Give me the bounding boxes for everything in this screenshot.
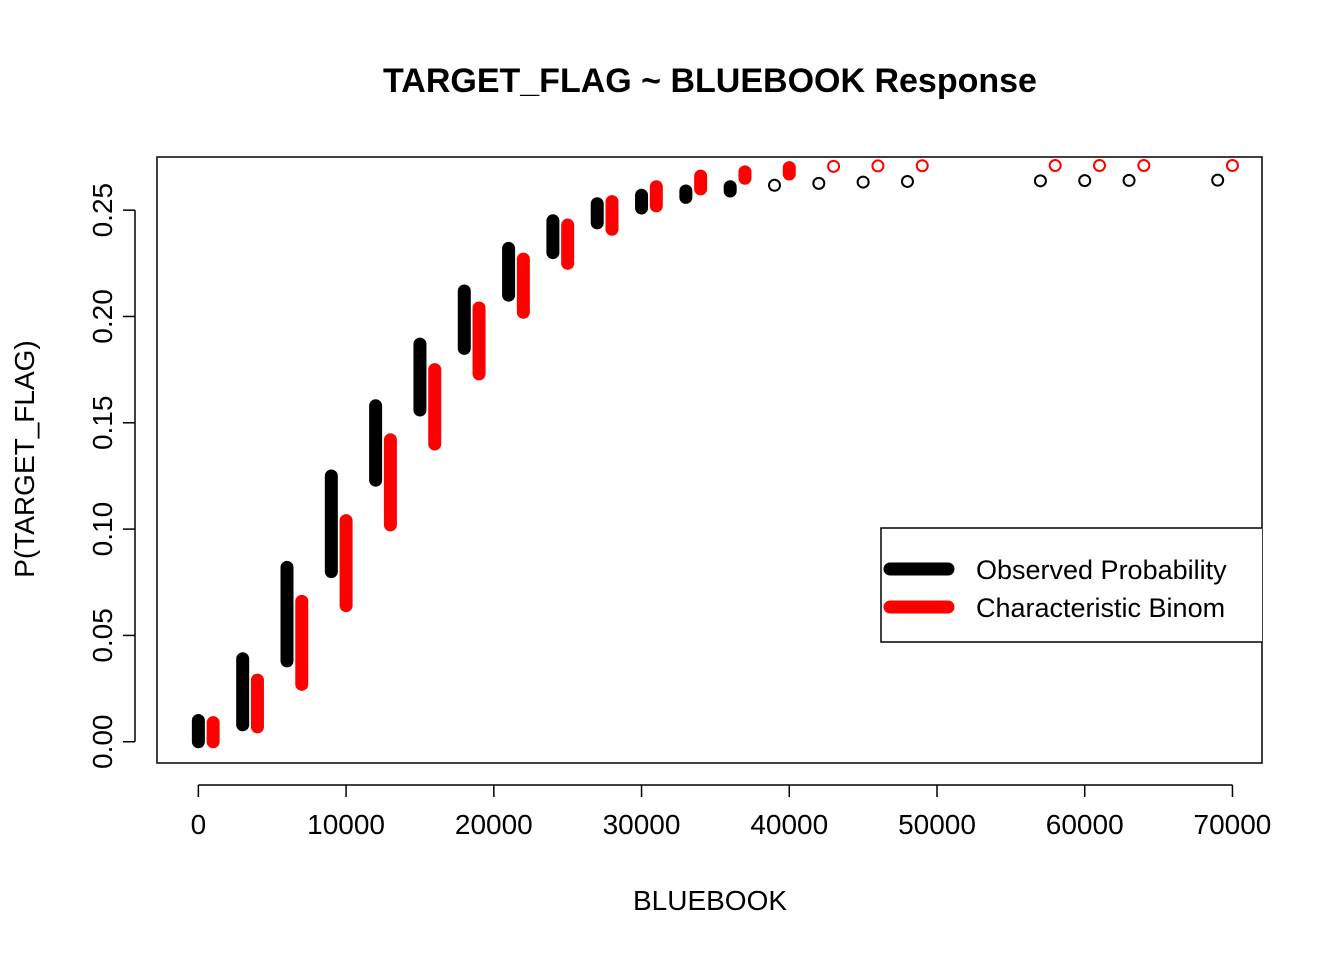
y-tick-label-3: 0.10 [87,502,118,557]
point-series-2-2 [871,159,885,173]
point-series-2-3 [915,159,929,173]
point-series-1-6 [1078,174,1092,188]
point-series-1-2 [812,176,826,190]
y-tick-label-2: 0.05 [87,608,118,663]
axes-layer: 0 10000 20000 30000 40000 50000 60000 70000 0.00… [87,156,1272,840]
x-tick-label-4: 30000 [603,809,681,840]
point-series-2-1 [827,159,841,173]
x-tick-label-6: 50000 [898,809,976,840]
point-series-2-4 [1048,159,1062,173]
x-tick-label-2: 10000 [307,809,385,840]
legend-group: Observed Probability Characteristic Binom [880,527,1262,643]
chart-title: TARGET_FLAG ~ BLUEBOOK Response [383,62,1037,100]
point-series-1-7 [1122,173,1136,187]
y-tick-label-5: 0.20 [87,289,118,344]
x-axis-label: BLUEBOOK [633,885,787,916]
x-tick-label-1: 0 [191,809,207,840]
point-series-1-8 [1211,173,1225,187]
point-series-2-7 [1225,159,1239,173]
y-tick-label-1: 0.00 [87,714,118,769]
x-tick-label-5: 40000 [750,809,828,840]
y-tick-label-6: 0.25 [87,183,118,238]
y-tick-label-4: 0.15 [87,396,118,451]
y-axis-label: P(TARGET_FLAG) [9,340,40,578]
point-series-1-4 [900,174,914,188]
point-series-2-5 [1093,159,1106,173]
point-series-1-3 [856,175,870,189]
point-series-1-5 [1033,174,1047,188]
legend-label-2: Characteristic Binom [976,593,1225,623]
points-layer [768,159,1239,192]
legend: Observed Probability Characteristic Binom [880,527,1262,643]
plot-box [156,156,1263,764]
x-tick-label-7: 60000 [1046,809,1124,840]
range-bars-layer [191,161,796,749]
point-series-1-1 [768,178,781,192]
x-tick-label-3: 20000 [455,809,533,840]
x-tick-label-8: 70000 [1194,809,1272,840]
legend-label-1: Observed Probability [976,555,1227,585]
legend-box [880,527,1262,643]
point-series-2-6 [1137,159,1151,173]
